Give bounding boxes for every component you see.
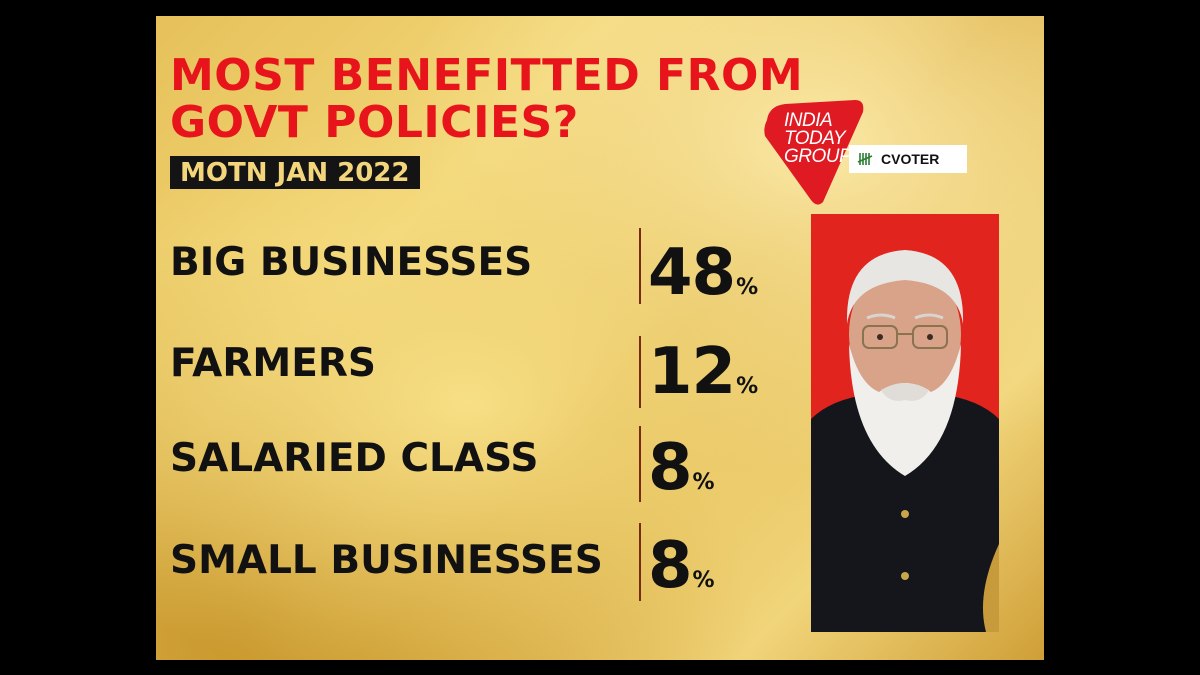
row-divider [639, 336, 641, 408]
percent-sign: % [692, 568, 715, 593]
value-number: 8 [648, 529, 693, 603]
person-portrait-icon [811, 214, 999, 632]
chart-subtitle: MOTN JAN 2022 [170, 156, 420, 189]
category-label: BIG BUSINESSES [170, 240, 533, 285]
chart-title: MOST BENEFITTED FROM GOVT POLICIES? [170, 50, 804, 148]
india-today-logo [764, 100, 864, 205]
row-divider [639, 523, 641, 601]
cvoter-logo: CVOTER [849, 145, 967, 173]
graphic-panel: MOST BENEFITTED FROM GOVT POLICIES? MOTN… [156, 16, 1044, 660]
row-divider [639, 426, 641, 502]
value-number: 48 [648, 236, 736, 310]
value-number: 8 [648, 431, 693, 505]
category-label: SMALL BUSINESSES [170, 538, 603, 583]
cvoter-tally-icon [857, 153, 873, 165]
percent-sign: % [736, 374, 759, 399]
row-divider [639, 228, 641, 304]
value-label: 48% [648, 241, 758, 305]
value-label: 12% [648, 340, 758, 404]
category-label: SALARIED CLASS [170, 436, 539, 481]
value-label: 8% [648, 534, 715, 598]
category-label: FARMERS [170, 341, 376, 386]
percent-sign: % [692, 470, 715, 495]
percent-sign: % [736, 275, 759, 300]
india-today-logo-text: INDIA TODAY GROUP [784, 110, 852, 167]
value-number: 12 [648, 335, 736, 409]
value-label: 8% [648, 436, 715, 500]
cvoter-label: CVOTER [881, 151, 940, 167]
